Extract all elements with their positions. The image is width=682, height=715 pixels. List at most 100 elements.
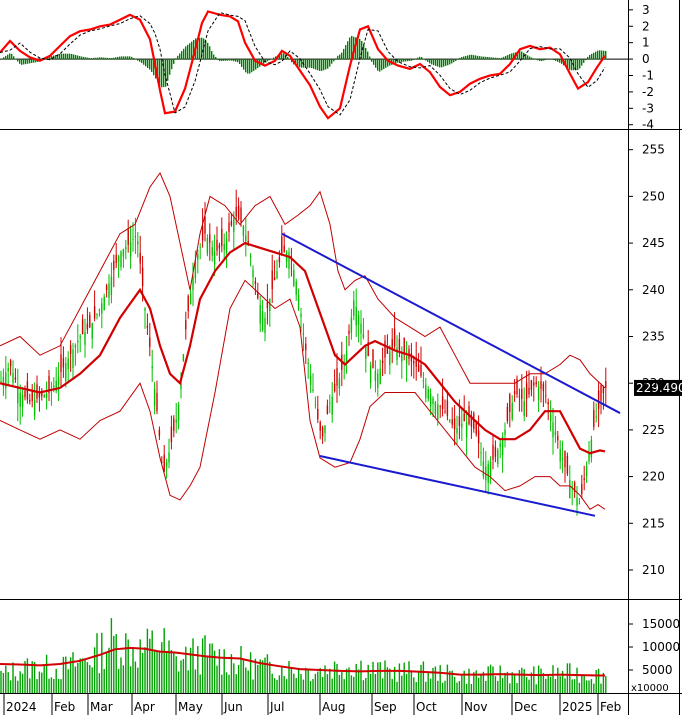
histogram-bar xyxy=(425,59,427,61)
histogram-bar xyxy=(415,58,417,60)
candle-body xyxy=(581,484,583,495)
candle-body xyxy=(209,234,211,243)
candle-body xyxy=(288,252,290,269)
histogram-bar xyxy=(417,57,419,60)
volume-bar xyxy=(343,679,345,693)
volume-bar xyxy=(141,652,144,693)
histogram-bar xyxy=(465,55,467,60)
histogram-bar xyxy=(315,59,317,70)
histogram-bar xyxy=(249,59,251,74)
volume-bar xyxy=(377,662,379,693)
candle-body xyxy=(101,303,103,314)
histogram-bar xyxy=(323,59,325,71)
volume-bar xyxy=(511,672,513,693)
histogram-bar xyxy=(169,59,171,75)
volume-bar xyxy=(367,664,369,693)
candle-body xyxy=(17,386,19,404)
histogram-bar xyxy=(267,59,269,62)
volume-bar xyxy=(333,661,336,693)
volume-bar xyxy=(158,651,161,693)
volume-bar xyxy=(600,683,602,693)
candle-body xyxy=(461,423,463,428)
histogram-bar xyxy=(79,56,81,60)
candle-body xyxy=(14,377,17,380)
candle-body xyxy=(345,350,348,364)
candle-body xyxy=(314,404,317,406)
candle-body xyxy=(129,242,132,257)
histogram-bar xyxy=(171,59,173,70)
histogram-bar xyxy=(75,55,77,60)
y-tick-label: 235 xyxy=(642,329,665,343)
histogram-bar xyxy=(435,59,437,66)
histogram-bar xyxy=(131,56,133,60)
histogram-bar xyxy=(201,37,203,60)
candle-body xyxy=(482,461,485,477)
candle-body xyxy=(593,409,595,427)
candle-body xyxy=(79,336,81,338)
volume-bar xyxy=(295,677,297,693)
candle-body xyxy=(384,340,386,358)
histogram-bar xyxy=(133,57,135,60)
histogram-bar xyxy=(459,57,461,60)
volume-bar xyxy=(105,652,108,693)
histogram-bar xyxy=(367,51,369,60)
last-price-label: 229.4900 xyxy=(636,381,682,395)
volume-bar xyxy=(225,672,228,693)
histogram-bar xyxy=(117,56,119,60)
candle-body xyxy=(353,300,355,316)
histogram-bar xyxy=(103,57,105,60)
volume-bar xyxy=(247,670,249,693)
candle-body xyxy=(5,372,7,389)
candle-body xyxy=(137,241,139,245)
histogram-bar xyxy=(187,44,189,60)
candle-body xyxy=(278,257,281,263)
histogram-bar xyxy=(399,59,401,63)
volume-bar xyxy=(451,670,453,693)
candle-body xyxy=(168,452,170,463)
x-tick-label: Jun xyxy=(223,700,243,714)
signal-line xyxy=(0,12,606,116)
histogram-bar xyxy=(319,59,321,71)
candle-body xyxy=(307,362,309,365)
candle-body xyxy=(530,380,533,390)
volume-bar xyxy=(139,639,141,693)
histogram-bar xyxy=(25,59,27,65)
histogram-bar xyxy=(261,59,263,66)
histogram-bar xyxy=(535,59,537,60)
histogram-bar xyxy=(287,56,289,60)
histogram-bar xyxy=(547,58,549,60)
histogram-bar xyxy=(471,54,473,60)
candle-body xyxy=(432,398,434,405)
candle-body xyxy=(21,394,24,407)
histogram-bar xyxy=(99,57,101,60)
volume-bar xyxy=(389,668,391,693)
volume-bar xyxy=(547,675,549,693)
volume-bar xyxy=(197,646,199,693)
histogram-bar xyxy=(561,59,563,64)
histogram-bar xyxy=(337,55,339,60)
volume-bar xyxy=(228,674,230,693)
volume-bar xyxy=(593,683,595,693)
histogram-bar xyxy=(373,59,375,65)
candle-body xyxy=(533,382,535,386)
histogram-bar xyxy=(467,55,469,60)
histogram-bar xyxy=(379,59,381,72)
candle-body xyxy=(578,503,581,504)
histogram-bar xyxy=(159,59,161,86)
volume-bar xyxy=(314,673,317,693)
candle-body xyxy=(338,378,341,389)
histogram-bar xyxy=(115,57,117,60)
candle-body xyxy=(45,394,48,398)
histogram-bar xyxy=(437,59,439,67)
histogram-bar xyxy=(351,35,353,60)
histogram-bar xyxy=(365,48,367,60)
candle-body xyxy=(144,308,146,311)
volume-bar xyxy=(261,660,264,693)
histogram-bar xyxy=(63,53,65,60)
volume-bar xyxy=(168,640,170,693)
candle-body xyxy=(405,356,408,364)
histogram-bar xyxy=(449,59,451,65)
volume-bar xyxy=(413,677,415,693)
volume-bar xyxy=(77,662,79,693)
candle-body xyxy=(204,217,206,234)
